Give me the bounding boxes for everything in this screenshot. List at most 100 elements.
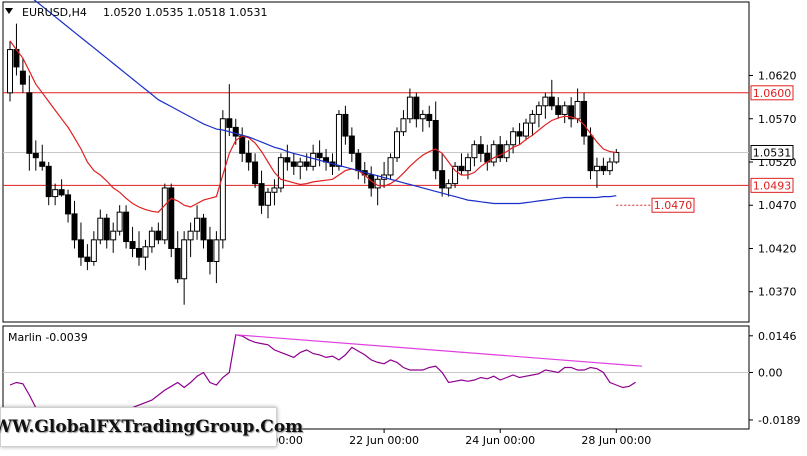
candle-body [490,144,497,163]
upper-level-label-box [750,85,794,101]
indicator-y-tick-label: 0.0146 [758,330,797,343]
candle-body [58,189,65,196]
marlin-trendline [235,334,643,367]
candles [7,23,620,305]
candle-body [206,239,213,262]
candle-body [426,113,433,121]
indicator-y-tick-label: 0.00 [758,366,783,379]
candle-body [303,161,310,167]
candle-body [593,165,600,172]
candle-body [290,161,297,167]
candle-body [529,113,536,124]
moving-average-blue [33,0,617,205]
y-tick-label: 1.0420 [758,242,797,255]
candle-body [419,113,426,120]
candle-body [148,230,155,248]
candle-body [452,165,459,185]
candle-body [497,144,504,159]
candle-body [32,152,39,159]
candle-body [568,105,575,120]
candle-body [239,135,246,154]
candle-body [284,157,291,163]
candle-body [90,239,97,262]
candle-body [471,144,478,159]
x-tick-label: 22 Jun 00:00 [349,434,419,447]
watermark-logo: WWW.GlobalFXTradingGroup.Com [0,407,303,447]
candle-body [181,239,188,280]
candle-body [613,151,620,163]
candle-body [413,96,420,120]
candle-body [26,92,33,154]
y-tick-label: 1.0470 [758,199,797,212]
candle-body [464,157,471,172]
candle-body [406,96,413,120]
candle-body [194,217,201,232]
candle-body [523,122,529,137]
candle-body [116,211,123,232]
candle-body [77,239,84,258]
horizontal-levels: 1.0470 [3,92,749,213]
current-price-label-box [750,144,794,160]
candle-body [271,187,278,193]
candle-body [103,217,110,241]
y-tick-label: 1.0370 [758,286,797,299]
candle-body [439,170,446,189]
current-price-label: 1.0531 [753,146,792,159]
candle-body [161,187,168,241]
x-tick-label: 28 Jun 00:00 [581,434,651,447]
target-label-box [651,197,695,213]
candle-body [394,131,400,159]
candle-body [226,118,233,128]
candle-body [84,256,91,262]
candle-body [335,113,342,167]
indicator-y-tick-label: -0.0189 [758,414,800,427]
candle-body [142,246,149,258]
candle-body [587,135,594,172]
candle-body [7,49,13,94]
candle-body [310,152,317,167]
candle-body [136,247,142,258]
ohlc-values: 1.0520 1.0535 1.0518 1.0531 [103,6,267,19]
candle-body [606,161,613,172]
candle-body [52,189,59,198]
candle-body [432,119,439,172]
candle-body [65,194,72,215]
candle-body [174,247,181,280]
upper-level-label: 1.0600 [753,87,792,100]
candle-body [316,152,323,159]
candle-body [581,100,588,137]
candle-body [258,183,265,206]
candle-body [19,70,26,85]
candle-body [232,126,239,137]
candle-body [516,131,523,137]
candle-body [45,165,52,198]
y-tick-label: 1.0570 [758,113,797,126]
candle-body [348,135,355,154]
lower-level-label-box [750,177,794,193]
target-label: 1.0470 [654,199,693,212]
candle-body [219,118,226,241]
indicator-title: Marlin -0.0039 [8,331,88,344]
candle-body [252,161,259,185]
candle-body [168,187,175,249]
candle-body [39,161,46,167]
candle-body [110,230,117,241]
candle-body [123,211,130,243]
candle-body [400,118,407,133]
candle-body [445,183,452,189]
candle-body [355,152,362,172]
candle-body [574,100,581,120]
chart-menu-triangle-icon[interactable] [5,8,13,14]
candle-body [155,230,162,241]
candle-body [548,96,555,107]
x-tick-label: 24 Jun 00:00 [465,434,535,447]
candle-body [71,213,78,241]
lower-level-label: 1.0493 [753,179,792,192]
candle-body [535,105,542,115]
candle-body [200,217,207,241]
moving-averages [9,0,617,213]
candle-body [97,217,104,241]
candle-body [213,239,220,262]
